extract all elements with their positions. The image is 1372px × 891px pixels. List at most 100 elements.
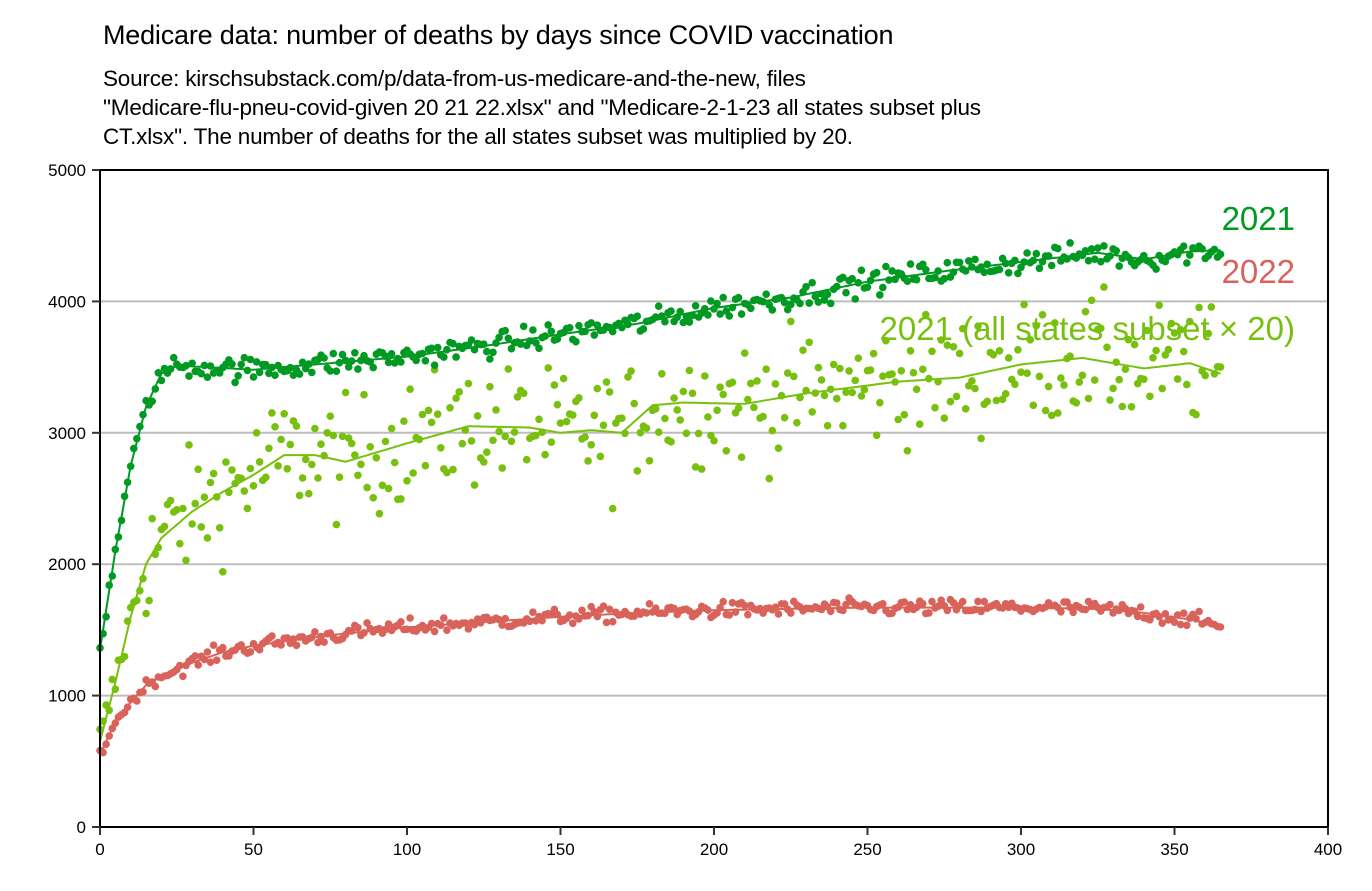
data-point [1023,249,1031,257]
data-point [406,385,414,394]
data-point [658,370,666,378]
data-point [265,369,273,378]
data-point [602,618,611,627]
series-label-2021-subset: 2021 (all states subset × 20) [880,310,1296,347]
x-tick-label: 0 [95,840,104,859]
data-point [716,310,724,318]
data-point [808,408,816,416]
data-point [194,661,202,669]
data-point [839,273,847,282]
data-point [796,299,804,308]
data-point [301,455,310,464]
data-point [237,641,245,649]
data-point [311,628,319,636]
data-point [636,428,645,437]
data-point [427,344,436,353]
data-point [897,367,906,375]
data-point [308,460,316,469]
data-point [387,350,396,358]
data-point [351,451,359,459]
data-point [1078,371,1087,380]
data-point [547,438,556,447]
data-point [1004,269,1013,277]
x-tick-label: 100 [393,840,421,859]
data-point [255,368,264,377]
data-point [209,469,218,478]
data-point [679,387,688,396]
data-point [219,568,227,576]
series-labels: 2021 2022 2021 (all states subset × 20) [880,200,1296,347]
data-point [863,283,872,292]
data-point [317,440,325,449]
data-point [501,432,510,441]
data-point [1017,368,1025,377]
data-point [529,326,537,334]
data-point [805,338,813,347]
data-point [206,362,215,370]
data-point [1087,245,1096,253]
data-point [424,406,433,415]
data-point [719,293,727,302]
data-point [949,599,958,607]
data-point [682,429,691,438]
data-point [191,499,199,508]
data-point [1026,336,1034,344]
data-point [762,365,770,374]
data-point [857,392,866,400]
data-point [691,463,700,471]
data-point [882,336,890,345]
data-point [228,466,236,474]
data-point [237,360,245,369]
data-point [790,372,798,381]
data-point [995,265,1004,274]
data-point [1038,311,1047,319]
data-point [209,641,218,649]
data-point [931,273,939,282]
data-point [179,504,187,513]
data-point [747,379,755,388]
data-point [740,349,749,357]
data-point [1192,410,1200,419]
data-point [1133,612,1142,621]
data-point [406,614,414,622]
data-point [725,312,734,320]
data-point [252,429,261,437]
data-point [876,398,884,407]
data-point [869,349,878,358]
data-point [446,404,454,412]
data-point [876,291,884,299]
data-point [780,298,789,307]
data-point [298,474,307,482]
data-point [1004,354,1013,362]
data-point [262,360,270,369]
data-point [421,461,430,470]
data-point [949,343,958,351]
data-point [826,299,835,308]
data-point [443,626,451,634]
data-point [596,452,605,461]
data-point [842,288,850,297]
data-point [958,597,967,606]
data-point [593,384,602,393]
data-point [295,370,304,378]
data-point [1173,375,1182,383]
data-point [326,367,335,375]
data-point [569,619,577,628]
data-point [1084,256,1093,265]
data-point [452,353,460,361]
data-point [1029,401,1038,410]
data-point [940,414,949,423]
data-point [851,376,859,385]
data-point [688,389,697,398]
data-point [977,434,985,443]
data-point [765,474,774,483]
data-point [565,324,574,332]
data-point [369,363,378,372]
data-point [495,427,503,436]
data-point [280,410,289,418]
data-point [329,349,338,358]
data-point [691,302,700,310]
data-point [1109,384,1117,393]
data-point [836,364,844,373]
